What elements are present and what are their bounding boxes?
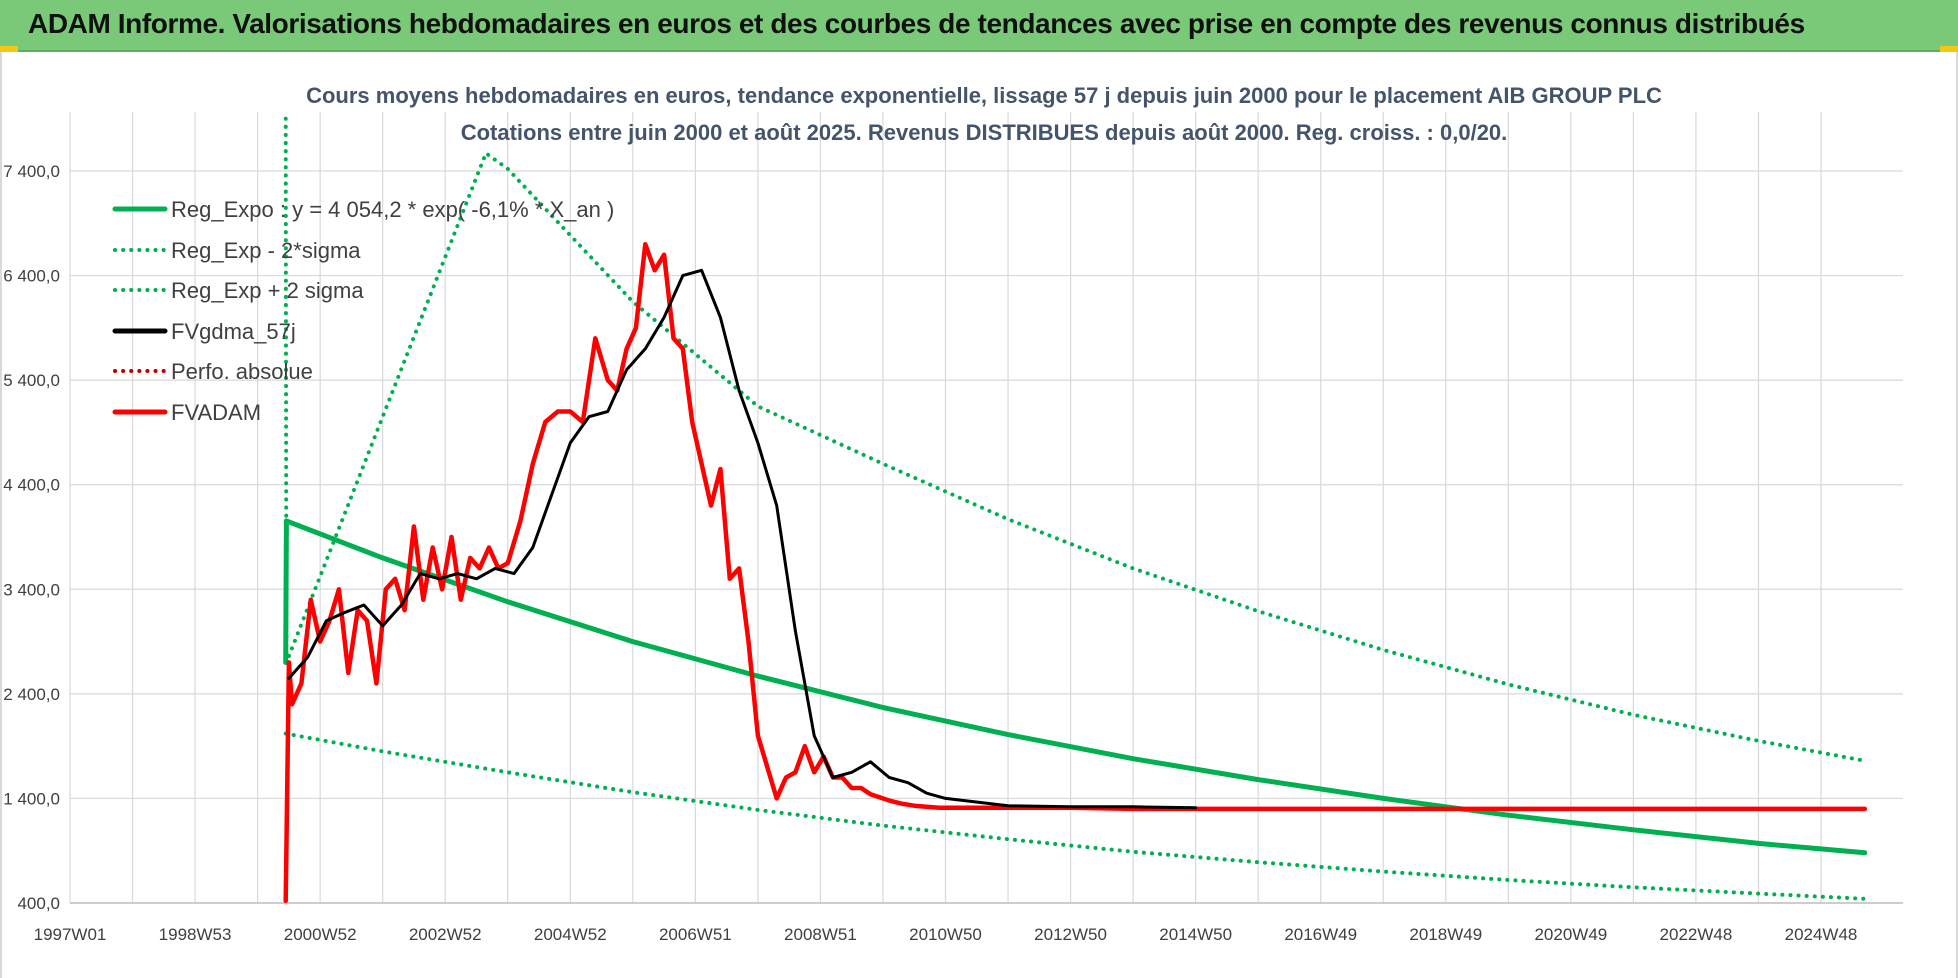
x-tick-label: 2004W52 [534, 925, 607, 944]
x-tick-label: 2000W52 [284, 925, 357, 944]
chart-frame [0, 52, 1958, 978]
y-tick-label: 7 400,0 [3, 162, 60, 181]
y-tick-label: 1 400,0 [3, 789, 60, 808]
series-line-1 [283, 731, 1867, 901]
x-tick-label: 2008W51 [784, 925, 857, 944]
x-tick-label: 2022W48 [1660, 925, 1733, 944]
corner-marker-right [1940, 46, 1958, 52]
x-axis-ticks: 1997W01 1998W53 2000W52 2002W52 2004W52 2006W… [34, 925, 1858, 944]
x-tick-label: 2002W52 [409, 925, 482, 944]
chart-subtitle: Cotations entre juin 2000 et août 2025. … [461, 120, 1508, 145]
x-tick-label: 1997W01 [34, 925, 107, 944]
legend: Reg_Expo : y = 4 054,2 * exp( -6,1% * X_… [112, 197, 614, 425]
legend-label: Perfo. absolue [171, 359, 313, 384]
x-tick-label: 2020W49 [1534, 925, 1607, 944]
legend-label: Reg_Expo : y = 4 054,2 * exp( -6,1% * X_… [171, 197, 614, 222]
legend-label: Reg_Exp - 2*sigma [171, 238, 361, 263]
grid-lines [69, 112, 1903, 904]
y-tick-label: 3 400,0 [3, 580, 60, 599]
legend-label: FVADAM [171, 400, 261, 425]
series-lines [283, 116, 1868, 904]
x-tick-label: 2006W51 [659, 925, 732, 944]
y-tick-label: 6 400,0 [3, 267, 60, 286]
x-tick-label: 1998W53 [159, 925, 232, 944]
banner-title: ADAM Informe. Valorisations hebdomadaire… [28, 8, 1805, 39]
legend-label: FVgdma_57j [171, 319, 296, 344]
chart-title: Cours moyens hebdomadaires en euros, ten… [306, 83, 1662, 108]
y-axis-ticks: 400,0 1 400,0 2 400,0 3 400,0 4 400,0 5 400,0… [3, 162, 60, 913]
corner-marker-left [0, 46, 18, 52]
legend-label: Reg_Exp + 2 sigma [171, 278, 364, 303]
x-tick-label: 2024W48 [1785, 925, 1858, 944]
series-line-0 [283, 518, 1868, 856]
x-tick-label: 2016W49 [1284, 925, 1357, 944]
y-tick-label: 400,0 [17, 894, 60, 913]
x-tick-label: 2014W50 [1159, 925, 1232, 944]
series-line-5 [283, 241, 1868, 904]
y-tick-label: 5 400,0 [3, 371, 60, 390]
x-tick-label: 2012W50 [1034, 925, 1107, 944]
x-tick-label: 2010W50 [909, 925, 982, 944]
y-tick-label: 4 400,0 [3, 476, 60, 495]
x-tick-label: 2018W49 [1409, 925, 1482, 944]
series-line-3 [287, 268, 1198, 810]
y-tick-label: 2 400,0 [3, 685, 60, 704]
header-banner: ADAM Informe. Valorisations hebdomadaire… [0, 0, 1958, 52]
series-line-2 [283, 116, 1867, 763]
